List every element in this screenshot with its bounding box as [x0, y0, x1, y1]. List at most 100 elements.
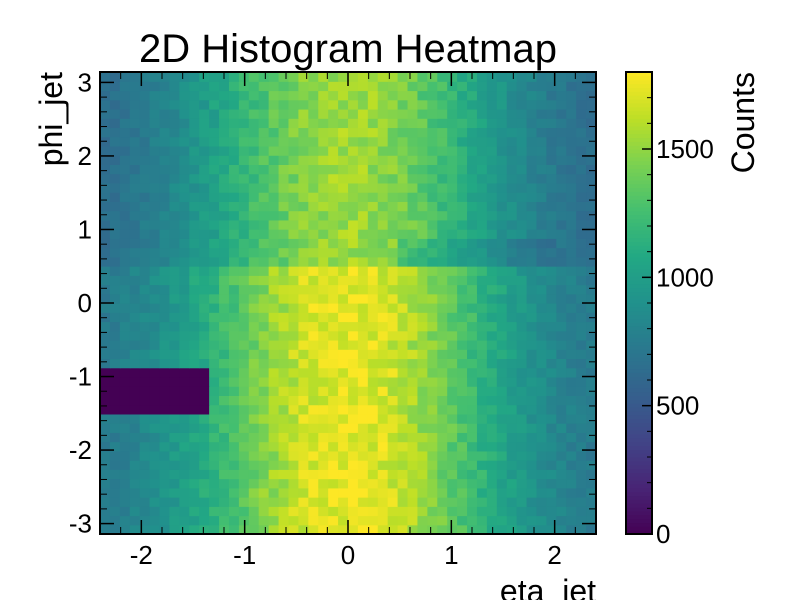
- heatmap-cell: [397, 164, 409, 175]
- heatmap-cell: [357, 376, 369, 387]
- heatmap-cell: [308, 210, 319, 221]
- heatmap-cell: [437, 524, 448, 535]
- heatmap-cell: [228, 386, 240, 396]
- heatmap-cell: [109, 441, 121, 452]
- heatmap-cell: [387, 469, 399, 480]
- heatmap-cell: [248, 404, 260, 415]
- heatmap-cell: [516, 219, 528, 230]
- heatmap-cell: [278, 339, 290, 350]
- heatmap-cell: [338, 330, 349, 341]
- heatmap-cell: [109, 469, 121, 480]
- heatmap-cell: [159, 432, 171, 443]
- heatmap-cell: [357, 127, 369, 138]
- heatmap-cell: [109, 229, 121, 239]
- heatmap-cell: [576, 432, 587, 443]
- heatmap-cell: [338, 201, 349, 212]
- heatmap-cell: [377, 192, 389, 202]
- heatmap-cell: [467, 386, 478, 396]
- heatmap-cell: [338, 155, 349, 165]
- heatmap-cell: [248, 432, 260, 443]
- heatmap-cell: [417, 450, 428, 461]
- heatmap-cell: [298, 386, 309, 396]
- heatmap-cell: [119, 238, 131, 249]
- heatmap-cell: [556, 293, 567, 304]
- heatmap-cell: [268, 469, 280, 480]
- heatmap-cell: [298, 441, 309, 452]
- heatmap-cell: [189, 423, 200, 433]
- heatmap-cell: [328, 173, 339, 184]
- heatmap-cell: [407, 386, 419, 396]
- heatmap-cell: [100, 506, 111, 517]
- heatmap-cell: [298, 303, 309, 313]
- heatmap-cell: [486, 182, 498, 193]
- heatmap-cell: [397, 192, 409, 202]
- heatmap-cell: [546, 247, 557, 258]
- heatmap-cell: [427, 423, 438, 433]
- heatmap-cell: [278, 182, 290, 193]
- heatmap-cell: [348, 376, 359, 387]
- heatmap-cell: [278, 460, 290, 470]
- heatmap-cell: [139, 367, 151, 378]
- heatmap-cell: [586, 182, 597, 193]
- heatmap-cell: [546, 145, 557, 156]
- heatmap-cell: [109, 145, 121, 156]
- heatmap-cell: [526, 413, 538, 424]
- heatmap-cell: [407, 127, 419, 138]
- heatmap-cell: [100, 376, 111, 387]
- heatmap-cell: [457, 266, 468, 276]
- heatmap-cell: [546, 275, 557, 286]
- heatmap-cell: [219, 145, 230, 156]
- heatmap-cell: [228, 460, 240, 470]
- heatmap-cell: [437, 349, 448, 360]
- heatmap-cell: [209, 330, 220, 341]
- heatmap-cell: [209, 182, 220, 193]
- heatmap-cell: [248, 182, 260, 193]
- heatmap-cell: [476, 284, 488, 295]
- heatmap-cell: [566, 358, 577, 369]
- heatmap-cell: [546, 321, 557, 332]
- heatmap-cell: [407, 321, 419, 332]
- heatmap-cell: [506, 293, 518, 304]
- heatmap-cell: [506, 256, 518, 267]
- heatmap-cell: [308, 229, 319, 239]
- heatmap-cell: [169, 108, 180, 119]
- heatmap-cell: [268, 293, 280, 304]
- heatmap-cell: [169, 173, 180, 184]
- heatmap-cell: [318, 210, 329, 221]
- heatmap-cell: [298, 90, 309, 101]
- heatmap-cell: [526, 164, 538, 175]
- heatmap-cell: [129, 450, 141, 461]
- heatmap-cell: [427, 247, 438, 258]
- colorbar-segment: [626, 279, 652, 285]
- heatmap-cell: [397, 275, 409, 286]
- heatmap-cell: [288, 266, 299, 276]
- heatmap-cell: [397, 99, 409, 110]
- heatmap-cell: [308, 127, 319, 138]
- heatmap-cell: [367, 423, 379, 433]
- heatmap-cell: [219, 312, 230, 323]
- heatmap-cell: [139, 386, 151, 396]
- heatmap-cell: [397, 90, 409, 101]
- heatmap-cell: [308, 173, 319, 184]
- heatmap-cell: [387, 247, 399, 258]
- heatmap-cell: [348, 210, 359, 221]
- heatmap-cell: [437, 229, 448, 239]
- heatmap-cell: [447, 145, 458, 156]
- heatmap-cell: [367, 155, 379, 165]
- heatmap-cell: [486, 72, 498, 82]
- heatmap-cell: [526, 349, 538, 360]
- heatmap-cell: [457, 432, 468, 443]
- heatmap-cell: [328, 247, 339, 258]
- heatmap-cell: [238, 293, 250, 304]
- heatmap-cell: [476, 524, 488, 535]
- heatmap-cell: [357, 201, 369, 212]
- heatmap-cell: [318, 358, 329, 369]
- heatmap-cell: [437, 303, 448, 313]
- heatmap-cell: [199, 367, 210, 378]
- heatmap-cell: [536, 293, 547, 304]
- heatmap-cell: [526, 330, 538, 341]
- heatmap-cell: [149, 173, 161, 184]
- heatmap-cell: [407, 339, 419, 350]
- colorbar-segment: [626, 214, 652, 219]
- heatmap-cell: [238, 284, 250, 295]
